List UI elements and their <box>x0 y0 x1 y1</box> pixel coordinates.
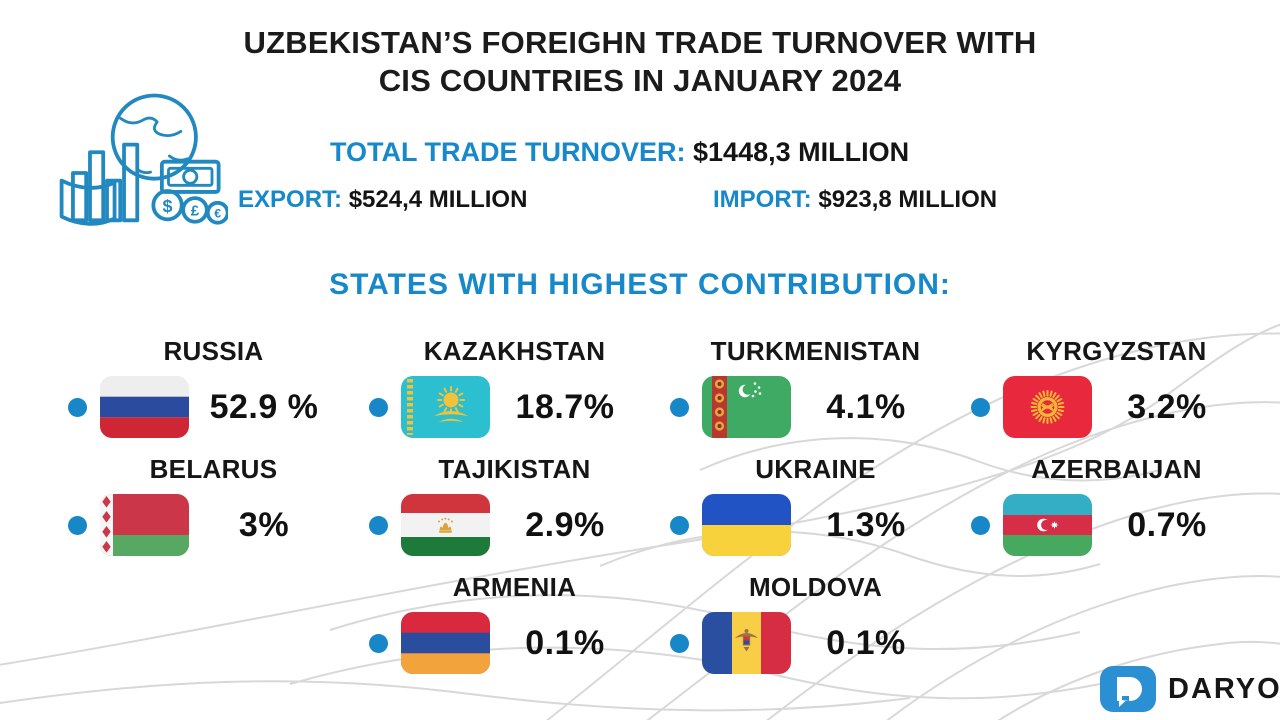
country-row-belarus: 3% <box>62 494 339 556</box>
country-cell-russia: RUSSIA 52.9 % <box>38 330 339 448</box>
country-name-belarus: BELARUS <box>149 454 278 484</box>
country-cell-azerbaijan: AZERBAIJAN 0.7% <box>941 448 1242 566</box>
country-cell-kyrgyzstan: KYRGYZSTAN 3.2% <box>941 330 1242 448</box>
country-cell-moldova: MOLDOVA 0.1% <box>640 566 941 684</box>
country-name-armenia: ARMENIA <box>452 572 577 602</box>
trade-finance-icon: $ £ € <box>59 93 228 226</box>
country-share-moldova: 0.1% <box>826 623 906 662</box>
country-row-azerbaijan: 0.7% <box>965 494 1242 556</box>
bullet-icon <box>971 397 990 417</box>
country-row-armenia: 0.1% <box>363 612 640 674</box>
country-name-turkmenistan: TURKMENISTAN <box>710 336 921 366</box>
bullet-icon <box>971 515 990 535</box>
azerbaijan-flag-icon <box>1003 494 1092 556</box>
country-row-turkmenistan: 4.1% <box>664 376 941 438</box>
country-name-russia: RUSSIA <box>163 336 264 366</box>
country-name-moldova: MOLDOVA <box>748 572 883 602</box>
ukraine-flag-icon <box>702 494 791 556</box>
import-label: IMPORT: <box>713 186 812 213</box>
country-share-russia: 52.9 % <box>209 387 319 426</box>
country-cell-kazakhstan: KAZAKHSTAN 18.7% <box>339 330 640 448</box>
country-share-tajikistan: 2.9% <box>525 505 605 544</box>
armenia-flag-icon <box>401 612 490 674</box>
country-share-armenia: 0.1% <box>525 623 605 662</box>
country-cell-belarus: BELARUS 3% <box>38 448 339 566</box>
export-label: EXPORT: <box>238 186 343 213</box>
moldova-flag-icon <box>702 612 791 674</box>
bullet-icon <box>369 515 388 535</box>
page-title: UZBEKISTAN’S FOREIGHN TRADE TURNOVER WIT… <box>0 24 1280 100</box>
bullet-icon <box>369 397 388 417</box>
svg-text:£: £ <box>191 203 200 220</box>
country-share-belarus: 3% <box>238 505 290 544</box>
country-row-kazakhstan: 18.7% <box>363 376 640 438</box>
country-name-tajikistan: TAJIKISTAN <box>438 454 591 484</box>
export-value: $524,4 MILLION <box>348 186 528 213</box>
total-trade-label: TOTAL TRADE TURNOVER: <box>330 137 686 167</box>
import-stat: IMPORT: $923,8 MILLION <box>713 186 997 214</box>
country-row-moldova: 0.1% <box>664 612 941 674</box>
country-cell-ukraine: UKRAINE 1.3% <box>640 448 941 566</box>
country-share-kazakhstan: 18.7% <box>515 387 615 426</box>
country-cell-tajikistan: TAJIKISTAN 2.9% <box>339 448 640 566</box>
svg-text:€: € <box>214 206 221 220</box>
page-title-line1: UZBEKISTAN’S FOREIGHN TRADE TURNOVER WIT… <box>243 25 1037 60</box>
bullet-icon <box>369 633 388 653</box>
daryo-logo: DARYO <box>1100 666 1280 712</box>
country-row-tajikistan: 2.9% <box>363 494 640 556</box>
daryo-logo-icon <box>1100 666 1156 712</box>
country-name-azerbaijan: AZERBAIJAN <box>1031 454 1202 484</box>
bullet-icon <box>670 633 689 653</box>
country-name-ukraine: UKRAINE <box>755 454 876 484</box>
tajikistan-flag-icon <box>401 494 490 556</box>
country-row-russia: 52.9 % <box>62 376 339 438</box>
country-share-ukraine: 1.3% <box>826 505 906 544</box>
svg-text:$: $ <box>163 196 173 216</box>
import-value: $923,8 MILLION <box>818 186 998 213</box>
section-heading: STATES WITH HIGHEST CONTRIBUTION: <box>329 268 951 301</box>
country-row-kyrgyzstan: 3.2% <box>965 376 1242 438</box>
kyrgyzstan-flag-icon <box>1003 376 1092 438</box>
total-trade-value: $1448,3 MILLION <box>693 137 910 167</box>
countries-grid: RUSSIA 52.9 % KAZAKHSTAN 18.7% TURKMENISTAN… <box>38 330 1242 684</box>
export-stat: EXPORT: $524,4 MILLION <box>238 186 527 214</box>
bullet-icon <box>670 515 689 535</box>
country-name-kazakhstan: KAZAKHSTAN <box>423 336 606 366</box>
country-share-kyrgyzstan: 3.2% <box>1127 387 1207 426</box>
turkmenistan-flag-icon <box>702 376 791 438</box>
belarus-flag-icon <box>100 494 189 556</box>
total-trade-stat: TOTAL TRADE TURNOVER: $1448,3 MILLION <box>330 137 909 168</box>
bullet-icon <box>68 397 87 417</box>
country-row-ukraine: 1.3% <box>664 494 941 556</box>
country-cell-armenia: ARMENIA 0.1% <box>339 566 640 684</box>
country-share-turkmenistan: 4.1% <box>826 387 906 426</box>
country-name-kyrgyzstan: KYRGYZSTAN <box>1026 336 1207 366</box>
russia-flag-icon <box>100 376 189 438</box>
bullet-icon <box>68 515 87 535</box>
page-title-line2: CIS COUNTRIES IN JANUARY 2024 <box>378 63 902 98</box>
daryo-logo-text: DARYO <box>1168 672 1280 705</box>
country-cell-turkmenistan: TURKMENISTAN 4.1% <box>640 330 941 448</box>
bullet-icon <box>670 397 689 417</box>
kazakhstan-flag-icon <box>401 376 490 438</box>
country-share-azerbaijan: 0.7% <box>1127 505 1207 544</box>
